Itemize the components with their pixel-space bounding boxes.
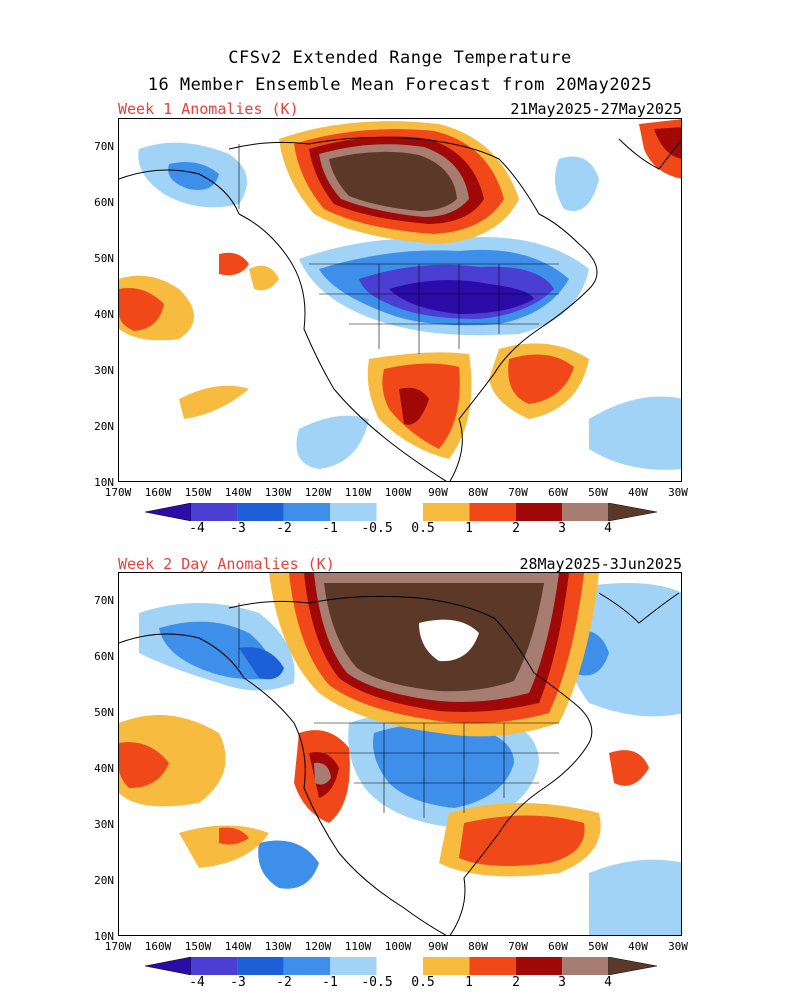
lon-label: 130W xyxy=(264,486,292,499)
lon-label: 100W xyxy=(384,940,412,953)
colorbar-label: 1 xyxy=(465,975,473,990)
lat-label: 20N xyxy=(94,874,114,887)
colorbar-swatch xyxy=(515,957,563,975)
colorbar-2 xyxy=(145,957,657,975)
lon-label: 110W xyxy=(344,940,372,953)
lat-label: 40N xyxy=(94,762,114,775)
colorbar-label: -3 xyxy=(230,975,246,990)
colorbar-label: -0.5 xyxy=(361,521,393,536)
lon-label: 50W xyxy=(588,940,608,953)
colorbar-swatch xyxy=(515,503,563,521)
lon-label: 90W xyxy=(428,486,448,499)
lat-label: 40N xyxy=(94,308,114,321)
colorbar-swatch xyxy=(145,503,192,521)
panel1-label: Week 1 Anomalies (K) xyxy=(118,100,299,118)
lon-label: 60W xyxy=(548,486,568,499)
colorbar-label: 2 xyxy=(512,521,520,536)
colorbar-label: 4 xyxy=(604,975,612,990)
lon-label: 110W xyxy=(344,486,372,499)
chart-title: CFSv2 Extended Range Temperature xyxy=(228,48,572,68)
colorbar-swatch xyxy=(608,957,657,975)
colorbar-label: -3 xyxy=(230,521,246,536)
colorbar-label: 3 xyxy=(558,975,566,990)
chart-subtitle: 16 Member Ensemble Mean Forecast from 20… xyxy=(147,75,653,95)
lon-label: 30W xyxy=(668,486,688,499)
lat-label: 20N xyxy=(94,420,114,433)
lon-label: 30W xyxy=(668,940,688,953)
week1-anomaly-map xyxy=(118,118,682,482)
colorbar-swatch xyxy=(608,503,657,521)
panel1-dates: 21May2025-27May2025 xyxy=(510,100,682,118)
lat-label: 50N xyxy=(94,252,114,265)
colorbar-label: -4 xyxy=(189,521,205,536)
colorbar-label: 4 xyxy=(604,521,612,536)
lon-label: 80W xyxy=(468,486,488,499)
colorbar-swatch xyxy=(469,957,516,975)
lon-label: 70W xyxy=(508,486,528,499)
lon-label: 160W xyxy=(144,940,172,953)
colorbar-label: -0.5 xyxy=(361,975,393,990)
lon-label: 50W xyxy=(588,486,608,499)
colorbar-swatch xyxy=(191,957,238,975)
panel2-label: Week 2 Day Anomalies (K) xyxy=(118,555,335,573)
lon-label: 150W xyxy=(184,486,212,499)
colorbar-1 xyxy=(145,503,657,521)
colorbar-swatch xyxy=(423,957,470,975)
panel2-dates: 28May2025-3Jun2025 xyxy=(519,555,682,573)
colorbar-swatch xyxy=(283,957,331,975)
colorbar-swatch xyxy=(469,503,516,521)
lon-label: 100W xyxy=(384,486,412,499)
lon-label: 40W xyxy=(628,486,648,499)
lat-label: 10N xyxy=(94,930,114,943)
colorbar-swatch xyxy=(330,957,377,975)
lon-label: 170W xyxy=(104,940,132,953)
colorbar-swatch xyxy=(237,503,284,521)
lon-label: 130W xyxy=(264,940,292,953)
colorbar-swatch xyxy=(330,503,377,521)
colorbar-swatch xyxy=(423,503,470,521)
lat-label: 30N xyxy=(94,364,114,377)
colorbar-swatch xyxy=(237,957,284,975)
colorbar-label: 1 xyxy=(465,521,473,536)
lat-label: 60N xyxy=(94,650,114,663)
colorbar-swatch xyxy=(145,957,192,975)
week2-anomaly-map xyxy=(118,572,682,936)
lat-label: 70N xyxy=(94,140,114,153)
colorbar-label: -1 xyxy=(322,975,338,990)
colorbar-label: 3 xyxy=(558,521,566,536)
colorbar-label: 0.5 xyxy=(411,521,435,536)
lon-label: 140W xyxy=(224,486,252,499)
colorbar-swatch xyxy=(376,503,423,521)
colorbar-label: 2 xyxy=(512,975,520,990)
lat-label: 60N xyxy=(94,196,114,209)
lon-label: 120W xyxy=(304,940,332,953)
colorbar-label: -2 xyxy=(276,975,292,990)
lon-label: 70W xyxy=(508,940,528,953)
lon-label: 40W xyxy=(628,940,648,953)
lat-label: 50N xyxy=(94,706,114,719)
lon-label: 150W xyxy=(184,940,212,953)
colorbar-swatch xyxy=(191,503,238,521)
lon-label: 120W xyxy=(304,486,332,499)
colorbar-swatch xyxy=(283,503,331,521)
colorbar-swatch xyxy=(562,503,609,521)
colorbar-swatch xyxy=(562,957,609,975)
lat-label: 10N xyxy=(94,476,114,489)
colorbar-label: -4 xyxy=(189,975,205,990)
lat-label: 70N xyxy=(94,594,114,607)
colorbar-label: -2 xyxy=(276,521,292,536)
colorbar-label: 0.5 xyxy=(411,975,435,990)
lon-label: 60W xyxy=(548,940,568,953)
lon-label: 90W xyxy=(428,940,448,953)
colorbar-swatch xyxy=(376,957,423,975)
lon-label: 140W xyxy=(224,940,252,953)
lat-label: 30N xyxy=(94,818,114,831)
lon-label: 80W xyxy=(468,940,488,953)
colorbar-label: -1 xyxy=(322,521,338,536)
lon-label: 160W xyxy=(144,486,172,499)
lon-label: 170W xyxy=(104,486,132,499)
